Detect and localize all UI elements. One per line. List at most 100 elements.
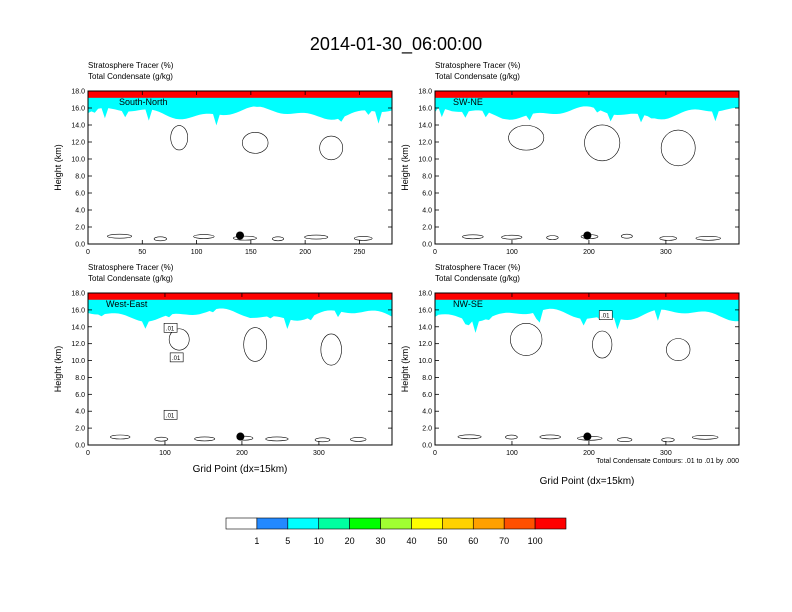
colorbar-label: 60 <box>468 536 478 546</box>
colorbar-swatch <box>534 517 567 530</box>
colorbar-label: 10 <box>314 536 324 546</box>
y-tick-label: 2.0 <box>422 426 432 433</box>
x-tick-label: 150 <box>245 249 257 256</box>
colorbar-label: 50 <box>437 536 447 546</box>
y-tick-label: 0.0 <box>422 242 432 249</box>
colorbar-label: 70 <box>499 536 509 546</box>
y-tick-label: 4.0 <box>75 409 85 416</box>
x-tick-label: 200 <box>299 249 311 256</box>
header-stratosphere-tracer: Stratosphere Tracer (%) <box>88 263 174 272</box>
x-tick-label: 0 <box>433 249 437 256</box>
y-axis-title: Height (km) <box>400 144 410 191</box>
colorbar-swatch <box>503 517 536 530</box>
x-tick-label: 100 <box>159 450 171 457</box>
y-tick-label: 14.0 <box>71 324 85 331</box>
y-axis-title: Height (km) <box>53 346 63 393</box>
colorbar-swatch <box>442 517 474 530</box>
x-tick-label: 0 <box>86 249 90 256</box>
contour-label: .01 <box>166 413 175 419</box>
x-tick-label: 0 <box>86 450 90 457</box>
y-tick-label: 16.0 <box>71 106 85 113</box>
y-tick-label: 4.0 <box>422 409 432 416</box>
x-tick-label: 200 <box>583 450 595 457</box>
y-tick-label: 6.0 <box>75 191 85 198</box>
header-stratosphere-tracer: Stratosphere Tracer (%) <box>435 263 521 272</box>
y-tick-label: 10.0 <box>418 157 432 164</box>
y-tick-label: 18.0 <box>418 89 432 96</box>
colorbar-label: 30 <box>376 536 386 546</box>
y-tick-label: 2.0 <box>422 225 432 232</box>
header-total-condensate: Total Condensate (g/kg) <box>88 274 173 283</box>
y-tick-label: 8.0 <box>422 174 432 181</box>
x-tick-label: 300 <box>660 249 672 256</box>
x-tick-label: 0 <box>433 450 437 457</box>
colorbar-label: 100 <box>528 536 543 546</box>
y-tick-label: 18.0 <box>71 89 85 96</box>
contour-label: .01 <box>166 326 175 332</box>
y-tick-label: 18.0 <box>418 291 432 298</box>
panel-label: NW-SE <box>453 299 483 309</box>
panel-label: West-East <box>106 299 148 309</box>
x-tick-label: 200 <box>236 450 248 457</box>
colorbar-swatch <box>380 517 412 530</box>
y-tick-label: 0.0 <box>75 443 85 450</box>
colorbar-swatch <box>287 517 320 530</box>
y-tick-label: 8.0 <box>75 174 85 181</box>
x-tick-label: 200 <box>583 249 595 256</box>
tracer-field <box>435 293 739 443</box>
plot-frame <box>87 90 393 245</box>
y-tick-label: 2.0 <box>75 426 85 433</box>
colorbar-swatch <box>225 517 258 530</box>
x-axis-title-right: Grid Point (dx=15km) <box>540 476 635 487</box>
tracer-field <box>88 293 392 443</box>
y-tick-label: 8.0 <box>75 375 85 382</box>
y-tick-label: 12.0 <box>418 341 432 348</box>
y-tick-label: 14.0 <box>71 123 85 130</box>
y-axis-title: Height (km) <box>400 346 410 393</box>
x-tick-label: 50 <box>138 249 146 256</box>
panels: 0.0 2.0 4.0 6.0 8.0 10.0 12.0 14.0 16.0 18.0 0 50 10… <box>53 61 740 457</box>
contour-note: Total Condensate Contours: .01 to .01 by… <box>596 458 739 465</box>
panel-sw-ne: 0.0 2.0 4.0 6.0 8.0 10.0 12.0 14.0 16.0 18.0 0 100 2… <box>400 61 740 256</box>
header-total-condensate: Total Condensate (g/kg) <box>435 72 520 81</box>
y-tick-label: 12.0 <box>71 341 85 348</box>
y-tick-label: 18.0 <box>71 291 85 298</box>
x-tick-label: 100 <box>506 249 518 256</box>
x-tick-label: 100 <box>506 450 518 457</box>
y-tick-label: 4.0 <box>75 208 85 215</box>
panel-label: SW-NE <box>453 97 483 107</box>
header-stratosphere-tracer: Stratosphere Tracer (%) <box>88 61 174 70</box>
y-tick-label: 0.0 <box>75 242 85 249</box>
y-tick-label: 10.0 <box>71 358 85 365</box>
header-total-condensate: Total Condensate (g/kg) <box>88 72 173 81</box>
panel-west-east: 0.0 2.0 4.0 6.0 8.0 10.0 12.0 14.0 16.0 18.0 0 100 2… <box>53 263 393 457</box>
x-tick-label: 300 <box>313 450 325 457</box>
y-tick-label: 6.0 <box>422 191 432 198</box>
y-tick-label: 14.0 <box>418 324 432 331</box>
plot-frame <box>87 292 393 446</box>
header-total-condensate: Total Condensate (g/kg) <box>435 274 520 283</box>
y-tick-label: 6.0 <box>75 392 85 399</box>
y-tick-label: 12.0 <box>71 140 85 147</box>
y-tick-label: 16.0 <box>418 307 432 314</box>
x-tick-label: 300 <box>660 450 672 457</box>
y-tick-label: 4.0 <box>422 208 432 215</box>
header-stratosphere-tracer: Stratosphere Tracer (%) <box>435 61 521 70</box>
figure-title: 2014-01-30_06:00:00 <box>310 34 482 55</box>
y-tick-label: 16.0 <box>71 307 85 314</box>
colorbar-swatch <box>411 517 443 530</box>
y-tick-label: 10.0 <box>71 157 85 164</box>
y-axis-title: Height (km) <box>53 144 63 191</box>
colorbar-label: 5 <box>285 536 290 546</box>
tracer-field <box>435 91 739 241</box>
location-marker <box>236 231 244 240</box>
y-tick-label: 2.0 <box>75 225 85 232</box>
y-tick-label: 8.0 <box>422 375 432 382</box>
contour-label: .01 <box>172 356 181 362</box>
tracer-field <box>88 91 392 242</box>
location-marker <box>583 432 592 441</box>
colorbar-label: 40 <box>406 536 416 546</box>
x-axis-title-left: Grid Point (dx=15km) <box>193 464 288 475</box>
colorbar-swatch <box>472 517 505 530</box>
